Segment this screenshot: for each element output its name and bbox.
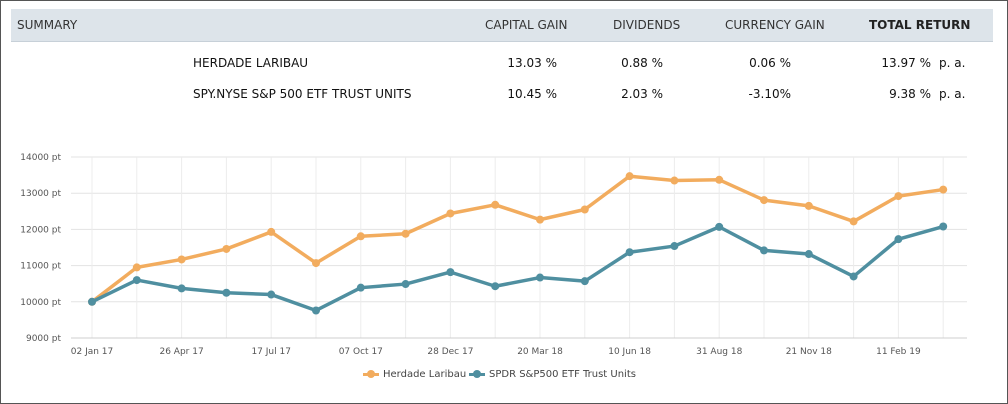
x-tick-label: 07 Oct 17 <box>339 347 383 357</box>
data-point <box>939 185 948 194</box>
data-point <box>177 255 186 264</box>
data-point <box>849 272 858 281</box>
data-point <box>715 222 724 231</box>
data-point <box>446 209 455 218</box>
y-tick-label: 14000 pt <box>20 153 61 163</box>
data-point <box>267 227 276 236</box>
data-point <box>536 215 544 224</box>
data-point <box>580 277 589 286</box>
data-point <box>446 268 455 277</box>
data-point <box>536 273 544 282</box>
y-tick-label: 11000 pt <box>20 262 61 272</box>
row-total-return: 9.38 % <box>889 87 931 101</box>
x-tick-label: 28 Dec 17 <box>427 347 473 357</box>
data-point <box>580 205 589 214</box>
x-tick-label: 21 Nov 18 <box>786 347 832 357</box>
data-point <box>894 192 903 201</box>
data-point <box>222 244 231 253</box>
legend-label: SPDR S&P500 ETF Trust Units <box>489 369 636 380</box>
x-tick-label: 10 Jun 18 <box>608 347 651 357</box>
data-point <box>356 283 365 292</box>
row-name: SPY.NYSE S&P 500 ETF TRUST UNITS <box>193 87 412 101</box>
data-point <box>939 222 948 231</box>
data-point <box>760 246 768 255</box>
x-tick-label: 11 Feb 19 <box>876 347 921 357</box>
row-capital-gain: 13.03 % <box>507 56 557 70</box>
y-tick-label: 12000 pt <box>20 225 61 235</box>
summary-header: SUMMARY CAPITAL GAIN DIVIDENDS CURRENCY … <box>11 9 993 42</box>
row-dividends: 0.88 % <box>621 56 663 70</box>
header-dividends: DIVIDENDS <box>613 18 681 32</box>
data-point <box>356 232 365 241</box>
data-point <box>401 229 410 238</box>
legend-item[interactable]: SPDR S&P500 ETF Trust Units <box>469 369 636 380</box>
x-tick-label: 31 Aug 18 <box>696 347 742 357</box>
data-point <box>222 288 231 297</box>
legend-swatch-spdr <box>469 369 485 378</box>
data-point <box>625 172 634 181</box>
x-tick-label: 02 Jan 17 <box>71 347 114 357</box>
data-point <box>312 259 320 268</box>
data-point <box>670 242 679 251</box>
legend-label: Herdade Laribau <box>383 369 467 380</box>
row-total-return: 13.97 % <box>881 56 931 70</box>
data-point <box>491 200 500 209</box>
legend-item[interactable]: Herdade Laribau <box>363 369 466 380</box>
row-currency-gain: -3.10% <box>748 87 791 101</box>
y-tick-label: 9000 pt <box>26 334 61 344</box>
x-tick-label: 20 Mar 18 <box>517 347 563 357</box>
chart-legend: Herdade Laribau SPDR S&P500 ETF Trust Un… <box>1 369 1008 389</box>
data-point <box>491 282 500 291</box>
row-capital-gain: 10.45 % <box>507 87 557 101</box>
row-period: p. a. <box>939 87 966 101</box>
series-line-spdr <box>90 224 945 313</box>
summary-row: SPY.NYSE S&P 500 ETF TRUST UNITS 10.45 %… <box>1 87 1008 107</box>
header-currency-gain: CURRENCY GAIN <box>725 18 825 32</box>
legend-swatch-herdade <box>363 369 379 378</box>
data-point <box>312 306 320 315</box>
summary-row: HERDADE LARIBAU 13.03 % 0.88 % 0.06 % 13… <box>1 56 1008 76</box>
data-point <box>132 263 141 272</box>
data-point <box>804 250 813 259</box>
data-point <box>760 196 768 205</box>
data-point <box>715 175 724 184</box>
data-point <box>132 276 141 285</box>
x-tick-label: 17 Jul 17 <box>251 347 291 357</box>
x-tick-label: 26 Apr 17 <box>159 347 203 357</box>
data-point <box>670 176 679 185</box>
data-point <box>894 235 903 244</box>
y-tick-label: 13000 pt <box>20 189 61 199</box>
row-dividends: 2.03 % <box>621 87 663 101</box>
header-summary: SUMMARY <box>17 18 78 32</box>
data-point <box>849 217 858 226</box>
data-point <box>177 284 186 293</box>
series-line-herdade <box>90 174 945 304</box>
data-point <box>401 280 410 289</box>
row-name: HERDADE LARIBAU <box>193 56 309 70</box>
data-point <box>625 248 634 257</box>
data-point <box>804 201 813 210</box>
y-tick-label: 10000 pt <box>20 298 61 308</box>
data-point <box>267 290 276 299</box>
header-capital-gain: CAPITAL GAIN <box>485 18 568 32</box>
header-total-return: TOTAL RETURN <box>869 18 971 32</box>
row-currency-gain: 0.06 % <box>749 56 791 70</box>
row-period: p. a. <box>939 56 966 70</box>
data-point <box>88 297 96 306</box>
